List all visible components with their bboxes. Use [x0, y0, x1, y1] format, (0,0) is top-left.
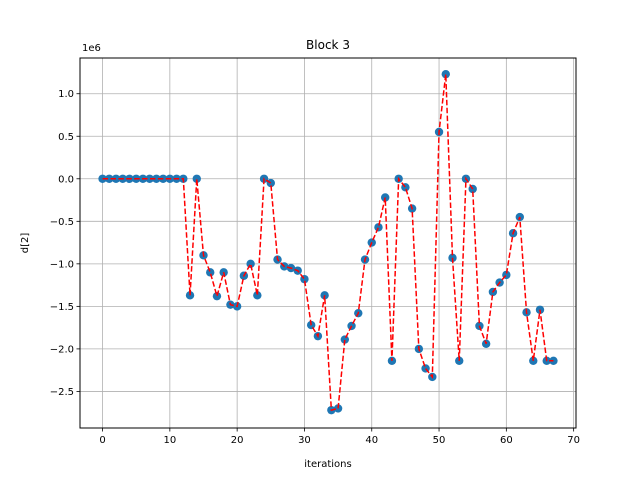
y-tick-label: 0.0 — [58, 174, 74, 185]
data-point — [111, 174, 121, 183]
x-tick-label: 20 — [231, 435, 244, 446]
x-tick-label: 10 — [163, 435, 176, 446]
y-tick-label: −2.0 — [50, 344, 74, 355]
y-tick-label: −0.5 — [50, 217, 74, 228]
data-layer — [98, 69, 558, 415]
data-point — [549, 356, 558, 366]
data-point — [212, 291, 222, 301]
data-point — [441, 69, 450, 79]
series-line — [102, 74, 554, 412]
y-tick-label: −1.5 — [50, 302, 74, 313]
data-point — [542, 356, 551, 366]
data-point — [152, 174, 161, 183]
x-tick-label: 70 — [567, 435, 580, 446]
data-point — [333, 404, 343, 413]
data-point — [145, 174, 154, 183]
y-tick-label: −2.5 — [50, 387, 74, 398]
x-tick-label: 30 — [298, 435, 311, 446]
data-point — [192, 174, 201, 183]
plot-frame — [79, 57, 577, 429]
axes: 0 10 20 30 40 50 60 70 1.0 0.5 0.0 −0.5 −1.0 −1.5 −2.0… — [50, 89, 580, 446]
x-tick-label: 40 — [365, 435, 378, 446]
x-tick-label: 50 — [433, 435, 446, 446]
data-point — [98, 174, 107, 183]
data-point — [246, 259, 255, 269]
data-point — [340, 335, 350, 344]
data-point — [253, 291, 262, 300]
y-axis-label: d[2] — [20, 233, 31, 254]
data-point — [185, 291, 195, 300]
x-tick-label: 60 — [500, 435, 513, 446]
y-tick-label: 1.0 — [58, 89, 74, 100]
x-tick-label: 0 — [99, 435, 105, 446]
chart-title: Block 3 — [306, 38, 350, 52]
data-point — [206, 268, 215, 277]
y-tick-label: 0.5 — [58, 132, 74, 143]
x-axis-label: iterations — [304, 459, 351, 470]
data-point — [105, 174, 114, 183]
y-offset-label: 1e6 — [82, 43, 101, 54]
y-tick-label: −1.0 — [50, 259, 74, 270]
data-point — [374, 223, 383, 232]
